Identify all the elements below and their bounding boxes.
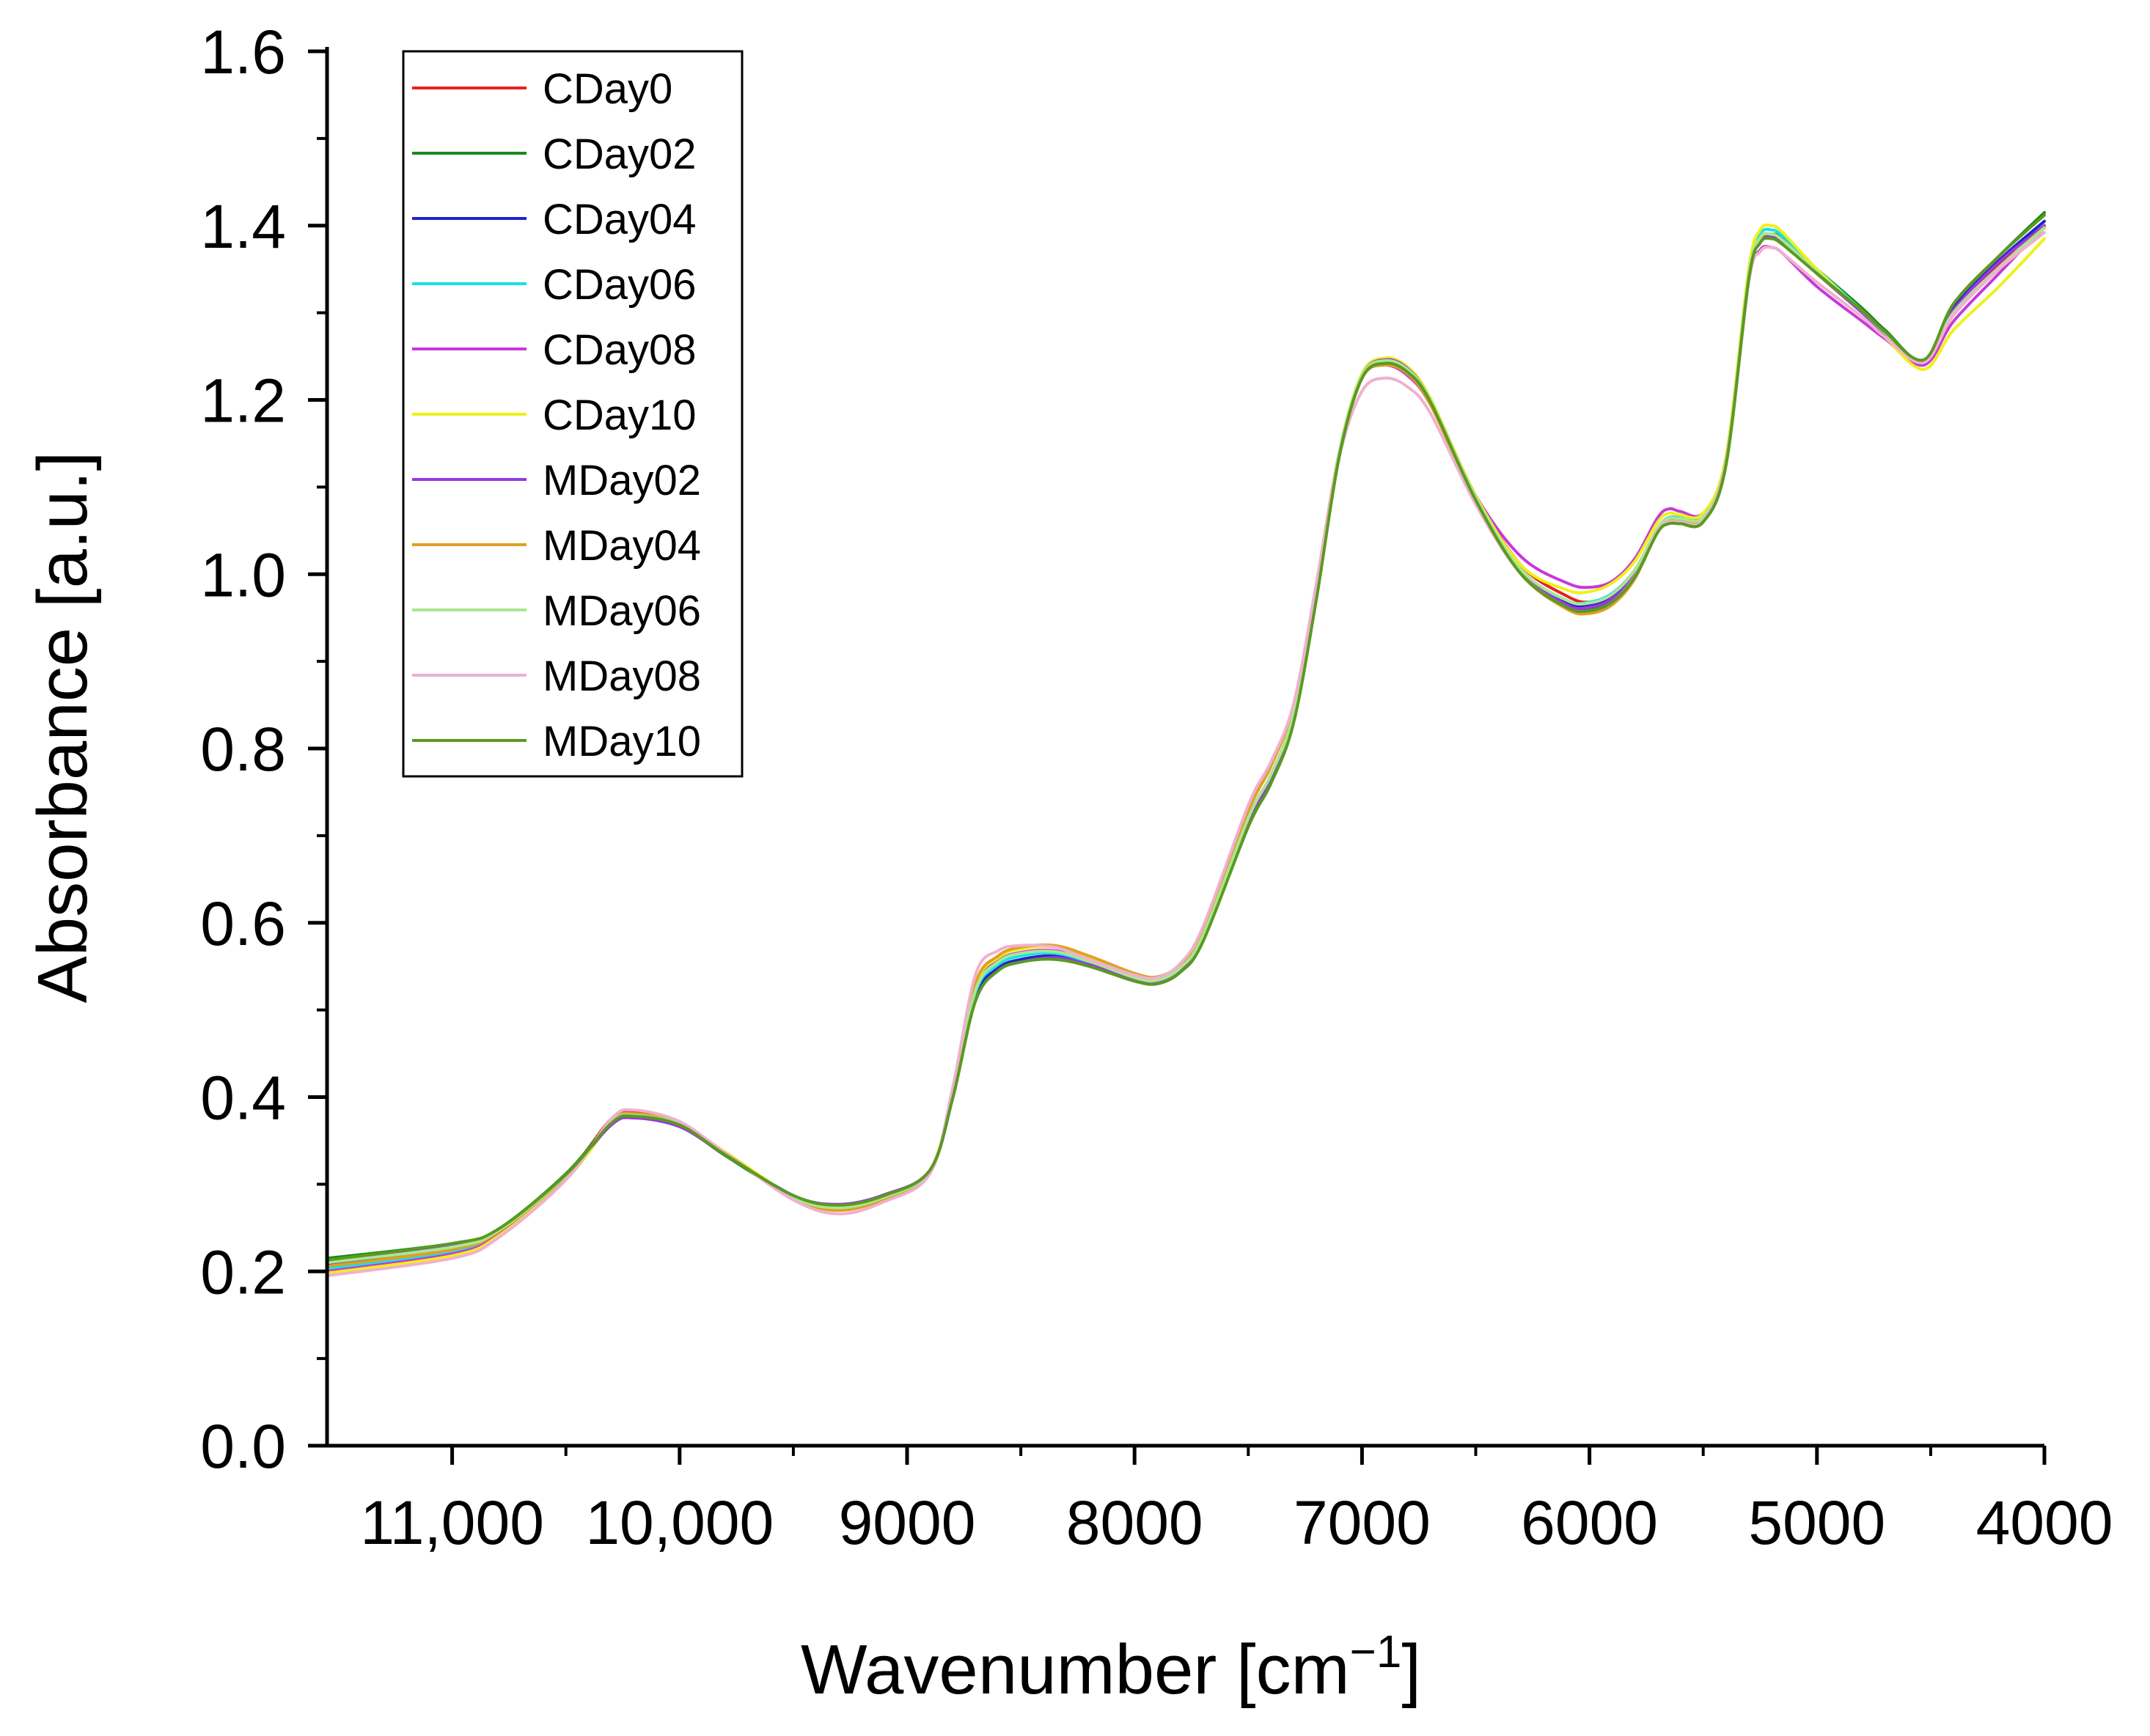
y-tick-label: 1.0 bbox=[200, 540, 286, 609]
y-tick-label: 0.8 bbox=[200, 715, 286, 784]
x-tick-label: 5000 bbox=[1748, 1488, 1885, 1557]
y-axis-title: Absorbance [a.u.] bbox=[23, 452, 102, 1003]
x-tick-label: 8000 bbox=[1066, 1488, 1203, 1557]
legend-label-cday08: CDay08 bbox=[543, 326, 697, 374]
legend-label-cday06: CDay06 bbox=[543, 261, 697, 309]
x-axis-title-close: ] bbox=[1401, 1630, 1421, 1709]
x-tick-label: 10,000 bbox=[585, 1488, 774, 1557]
y-tick-label: 1.4 bbox=[200, 192, 286, 261]
x-axis-title: Wavenumber [cm−1] bbox=[801, 1627, 1421, 1709]
legend-label-mday08: MDay08 bbox=[543, 652, 701, 700]
series-layer bbox=[326, 210, 2046, 1278]
y-tick-label: 0.6 bbox=[200, 889, 286, 958]
x-tick-label: 11,000 bbox=[360, 1488, 544, 1557]
legend-label-mday06: MDay06 bbox=[543, 587, 701, 635]
y-tick-label: 0.4 bbox=[200, 1064, 286, 1133]
x-tick-label: 4000 bbox=[1976, 1488, 2113, 1557]
x-tick-label: 7000 bbox=[1294, 1488, 1431, 1557]
x-tick-label: 6000 bbox=[1521, 1488, 1658, 1557]
axes-layer: 0.0 0.2 0.4 0.6 0.8 1.0 1.2 1.4 1.6 11,000 10,000 9… bbox=[200, 18, 2113, 1557]
y-tick-label: 1.2 bbox=[200, 367, 286, 435]
legend-label-mday02: MDay02 bbox=[543, 457, 701, 504]
y-tick-label: 0.0 bbox=[200, 1412, 286, 1481]
legend-label-mday04: MDay04 bbox=[543, 522, 701, 570]
legend: CDay0 CDay02 CDay04 CDay06 CDay08 CDay10 MDay0… bbox=[402, 50, 744, 778]
x-axis-title-superscript: −1 bbox=[1350, 1627, 1402, 1677]
x-tick-label: 9000 bbox=[839, 1488, 976, 1557]
legend-label-cday02: CDay02 bbox=[543, 130, 697, 178]
x-axis-title-text: Wavenumber [cm bbox=[801, 1630, 1350, 1709]
legend-label-cday04: CDay04 bbox=[543, 196, 697, 243]
y-tick-label: 0.2 bbox=[200, 1237, 286, 1306]
legend-label-cday10: CDay10 bbox=[543, 391, 697, 439]
legend-label-cday0: CDay0 bbox=[543, 65, 672, 113]
series-line-mday10 bbox=[326, 213, 2046, 1262]
y-tick-label: 1.6 bbox=[200, 18, 286, 87]
legend-label-mday10: MDay10 bbox=[543, 718, 701, 765]
series-line-mday08 bbox=[326, 231, 2046, 1278]
